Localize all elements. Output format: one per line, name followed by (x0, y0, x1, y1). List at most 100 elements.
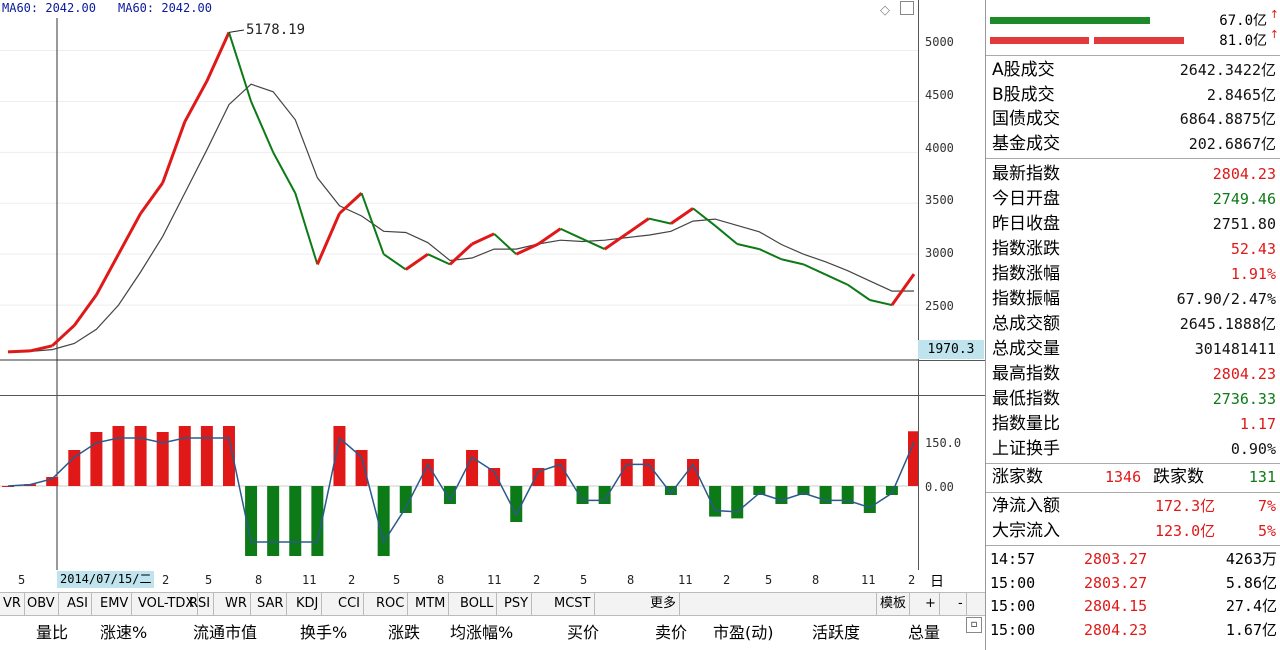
stat-row: 指数振幅 67.90/2.47% (990, 287, 1278, 312)
indicator-tab[interactable]: WR (222, 593, 251, 615)
stat-label: 指数量比 (992, 414, 1060, 434)
indicator-tab[interactable]: RSI (186, 593, 215, 615)
indicator-tab[interactable]: 更多 (647, 593, 681, 615)
tick-price: 2804.15 (1084, 597, 1148, 615)
osc-bar (885, 486, 898, 495)
flow-label: 大宗流入 (992, 521, 1060, 541)
date-tick-label: 2 (533, 573, 541, 587)
price-segment (95, 253, 120, 296)
osc-bar (576, 486, 589, 504)
column-header-bar: 量比 涨速% 流通市值 换手% 涨跌 均涨幅% 买价 卖价 市盈(动) 活跃度 总量 ▫ (0, 615, 985, 650)
osc-bar (68, 450, 81, 486)
stat-label: 指数涨幅 (992, 264, 1060, 284)
osc-bar (178, 426, 191, 486)
indicator-tab[interactable]: VOL-TDX (135, 593, 199, 615)
stat-value: 0.90% (1230, 440, 1276, 458)
stat-value: 202.6867亿 (1188, 134, 1276, 153)
date-tick-label: 5 (765, 573, 773, 587)
market-summary-panel: 67.0亿 ↑ 81.0亿 ↑ A股成交 2642.3422亿 B股成交 2.8465… (985, 0, 1280, 650)
tick-row: 14:57 2803.27 4263万 (986, 548, 1280, 571)
stat-label: 最高指数 (992, 364, 1060, 384)
osc-bar (532, 468, 545, 486)
stat-value: 6864.8875亿 (1179, 110, 1276, 128)
tick-volume: 5.86亿 (1225, 573, 1277, 592)
date-tick-label: 2 (908, 573, 916, 587)
stat-value: 2804.23 (1212, 365, 1276, 383)
price-segment (582, 238, 606, 250)
price-tick-label: 4000 (925, 141, 954, 155)
indicator-tab[interactable]: BOLL (457, 593, 498, 615)
indicator-tab[interactable]: OBV (24, 593, 59, 615)
tick-price: 2803.27 (1084, 573, 1148, 592)
date-tick-label: 5 (205, 573, 213, 587)
indicator-tab[interactable]: CCI (335, 593, 364, 615)
bar1-value: 67.0亿 (1219, 13, 1267, 29)
column-header[interactable]: 涨跌 (388, 623, 421, 642)
template-button[interactable]: 模板 (876, 593, 911, 615)
osc-bar (753, 486, 766, 495)
osc-bar (443, 486, 456, 504)
column-header[interactable]: 换手% (300, 623, 348, 642)
osc-bar (377, 486, 390, 556)
osc-bar (421, 459, 434, 486)
indicator-tab[interactable]: KDJ (293, 593, 323, 615)
column-header[interactable]: 卖价 (655, 623, 688, 642)
tick-time: 15:00 (990, 597, 1036, 615)
column-header[interactable]: 活跃度 (812, 623, 861, 642)
osc-bar (399, 486, 412, 513)
column-header[interactable]: 总量 (908, 623, 941, 642)
date-tick-label: 11 (678, 573, 693, 587)
osc-bar (510, 486, 523, 522)
tick-price: 2804.23 (1084, 620, 1148, 639)
column-header[interactable]: 市盈(动) (713, 623, 774, 642)
indicator-tab[interactable]: PSY (501, 593, 533, 615)
oscillator-chart (0, 396, 918, 570)
price-segment (183, 80, 209, 123)
flow-value: 123.0亿 (1155, 522, 1216, 540)
osc-bar (267, 486, 280, 556)
peak-label: 5178.19 (246, 22, 306, 38)
stat-row: 最高指数 2804.23 (990, 362, 1278, 387)
up-arrow-icon-2: ↑ (1269, 28, 1279, 41)
price-tick-label: 3500 (925, 193, 954, 207)
column-settings-icon[interactable]: ▫ (966, 617, 982, 633)
window-icon[interactable] (900, 1, 914, 15)
advance-decline-row: 涨家数 1346 跌家数 131 (990, 465, 1278, 490)
indicator-tab[interactable]: ASI (64, 593, 92, 615)
date-cursor-label: 2014/07/15/二 (57, 571, 155, 588)
stat-label: A股成交 (992, 60, 1055, 80)
zoom-out-button[interactable]: - (955, 593, 967, 615)
tick-volume: 4263万 (1225, 550, 1277, 568)
diamond-icon[interactable]: ◇ (880, 3, 890, 18)
stat-label: 总成交额 (992, 314, 1060, 334)
zoom-in-button[interactable]: + (922, 593, 940, 615)
indicator-tab[interactable]: MTM (412, 593, 450, 615)
indicator-tab[interactable]: SAR (254, 593, 288, 615)
flow-percent: 7% (1257, 497, 1276, 515)
price-segment (427, 253, 451, 266)
indicator-tab[interactable]: MCST (551, 593, 595, 615)
osc-bar (245, 486, 258, 556)
column-header[interactable]: 均涨幅% (450, 623, 514, 642)
osc-bar (731, 486, 744, 519)
chart-area[interactable]: MA60: 2042.00 MA60: 2042.00 ◇ 5178.19 (0, 0, 918, 570)
price-segment (205, 31, 231, 82)
stat-label: 指数涨跌 (992, 239, 1060, 259)
indicator-tab[interactable]: ROC (373, 593, 409, 615)
column-header[interactable]: 涨速% (100, 623, 148, 642)
column-header[interactable]: 量比 (36, 623, 69, 642)
date-tick-label: 8 (812, 573, 820, 587)
price-segment (825, 273, 849, 286)
flow-value: 172.3亿 (1155, 497, 1216, 515)
osc-bar (200, 426, 213, 486)
price-segment (560, 227, 583, 240)
stat-row: A股成交 2642.3422亿 (990, 58, 1278, 83)
price-segment (625, 217, 650, 236)
sell-volume-bar-b (1094, 37, 1184, 44)
price-segment (803, 263, 827, 276)
column-header[interactable]: 流通市值 (193, 623, 258, 642)
column-header[interactable]: 买价 (567, 623, 600, 642)
indicator-tab[interactable]: VR (0, 593, 25, 615)
price-tick-label: 3000 (925, 246, 954, 260)
indicator-tab[interactable]: EMV (97, 593, 133, 615)
